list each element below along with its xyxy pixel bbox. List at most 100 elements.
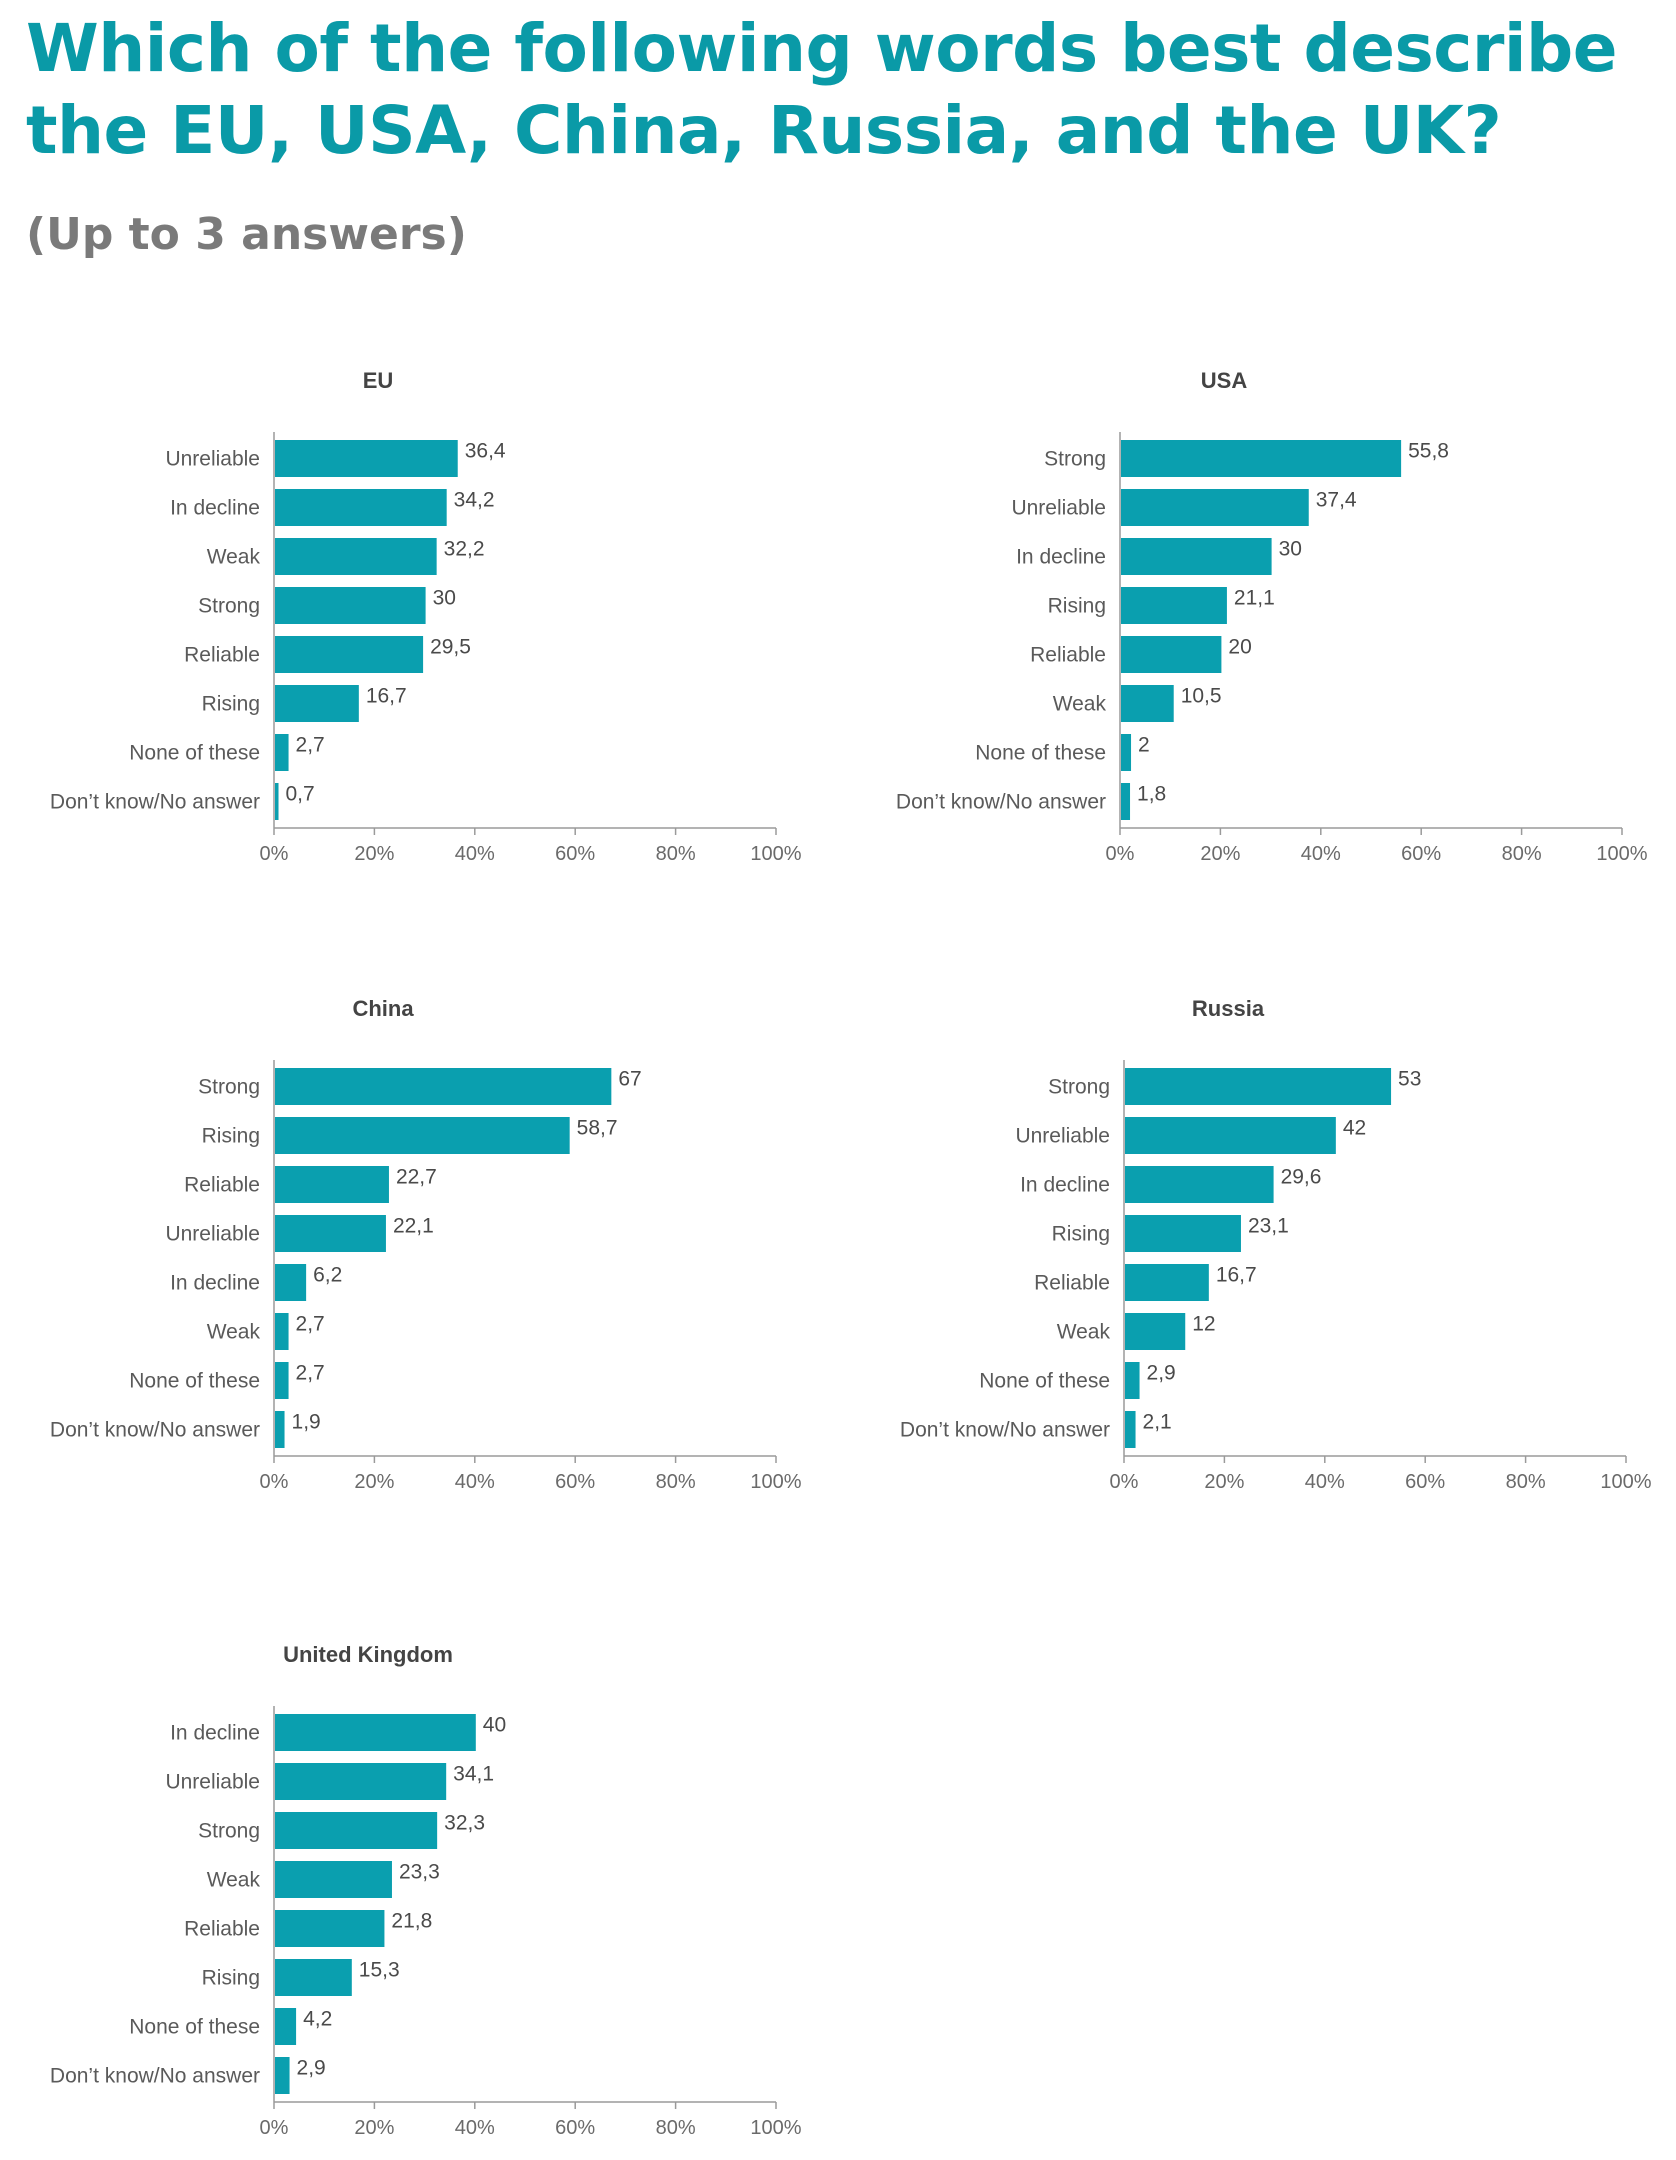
category-label: Weak xyxy=(1053,693,1107,716)
x-tick-label: 40% xyxy=(1301,843,1341,865)
data-label: 22,7 xyxy=(396,1166,437,1189)
bar xyxy=(275,685,359,722)
chart-title: EU xyxy=(363,368,394,393)
category-label: Reliable xyxy=(184,1918,260,1941)
category-label: Weak xyxy=(1057,1321,1111,1344)
data-label: 15,3 xyxy=(359,1959,400,1982)
bar xyxy=(275,1714,476,1751)
category-label: Reliable xyxy=(1030,644,1106,667)
bar xyxy=(275,2008,297,2045)
bar xyxy=(1121,636,1222,673)
chart-title: China xyxy=(352,996,414,1021)
x-tick-label: 40% xyxy=(455,2117,495,2139)
chart-russia: Russia Strong 53 Unreliable 42 In decline 29,6… xyxy=(900,996,1652,1493)
data-label: 22,1 xyxy=(393,1215,434,1238)
category-label: Reliable xyxy=(184,1174,260,1197)
data-label: 1,9 xyxy=(292,1411,321,1434)
category-label: Rising xyxy=(202,1967,260,1990)
category-label: None of these xyxy=(129,742,260,765)
bar xyxy=(1121,734,1132,771)
category-label: In decline xyxy=(170,1272,260,1295)
x-tick-label: 60% xyxy=(1401,843,1441,865)
bar xyxy=(1121,489,1309,526)
bar xyxy=(1125,1215,1241,1252)
x-tick-label: 0% xyxy=(260,2117,289,2139)
category-label: Strong xyxy=(198,595,260,618)
data-label: 0,7 xyxy=(286,783,315,806)
data-label: 16,7 xyxy=(1216,1264,1257,1287)
x-tick-label: 100% xyxy=(1596,843,1647,865)
data-label: 36,4 xyxy=(465,440,506,463)
data-label: 10,5 xyxy=(1181,685,1222,708)
category-label: Don’t know/No answer xyxy=(896,791,1106,814)
x-tick-label: 0% xyxy=(260,843,289,865)
bar xyxy=(275,489,447,526)
chart-title: USA xyxy=(1201,368,1248,393)
category-label: In decline xyxy=(170,497,260,520)
chart-united-kingdom: United Kingdom In decline 40 Unreliable 34,1… xyxy=(50,1642,802,2139)
bar xyxy=(275,587,426,624)
x-tick-label: 40% xyxy=(455,843,495,865)
category-label: Don’t know/No answer xyxy=(50,1419,260,1442)
x-tick-label: 20% xyxy=(1200,843,1240,865)
x-tick-label: 100% xyxy=(750,1471,801,1493)
x-tick-label: 20% xyxy=(1204,1471,1244,1493)
x-tick-label: 80% xyxy=(1506,1471,1546,1493)
category-label: Don’t know/No answer xyxy=(900,1419,1110,1442)
page-subtitle: (Up to 3 answers) xyxy=(26,209,467,260)
category-label: Unreliable xyxy=(165,1223,260,1246)
data-label: 32,2 xyxy=(444,538,485,561)
data-label: 21,1 xyxy=(1234,587,1275,610)
bar xyxy=(1121,538,1272,575)
bar xyxy=(275,1166,389,1203)
page-title: Which of the following words best descri… xyxy=(26,10,1618,169)
data-label: 40 xyxy=(483,1714,506,1737)
category-label: Rising xyxy=(1048,595,1106,618)
chart-title: Russia xyxy=(1192,996,1265,1021)
category-label: Unreliable xyxy=(165,448,260,471)
category-label: None of these xyxy=(979,1370,1110,1393)
category-label: Weak xyxy=(207,1869,261,1892)
bar xyxy=(1125,1362,1140,1399)
bar xyxy=(1125,1313,1186,1350)
category-label: Don’t know/No answer xyxy=(50,791,260,814)
data-label: 20 xyxy=(1228,636,1251,659)
bar xyxy=(275,538,437,575)
x-tick-label: 60% xyxy=(555,2117,595,2139)
data-label: 37,4 xyxy=(1316,489,1357,512)
category-label: Rising xyxy=(202,693,260,716)
bar xyxy=(1121,685,1174,722)
category-label: Rising xyxy=(1052,1223,1110,1246)
data-label: 2,7 xyxy=(296,1362,325,1385)
category-label: Strong xyxy=(1048,1076,1110,1099)
data-label: 58,7 xyxy=(577,1117,618,1140)
data-label: 55,8 xyxy=(1408,440,1449,463)
x-tick-label: 80% xyxy=(656,1471,696,1493)
bar xyxy=(1125,1264,1209,1301)
bar xyxy=(275,1763,447,1800)
bar xyxy=(275,1362,289,1399)
category-label: In decline xyxy=(170,1722,260,1745)
data-label: 2,7 xyxy=(296,1313,325,1336)
x-tick-label: 60% xyxy=(555,843,595,865)
x-tick-label: 20% xyxy=(354,2117,394,2139)
bar xyxy=(275,2057,290,2094)
bar xyxy=(275,1812,438,1849)
data-label: 16,7 xyxy=(366,685,407,708)
chart-china: China Strong 67 Rising 58,7 Reliable 22,7 Unrel… xyxy=(50,996,802,1493)
data-label: 67 xyxy=(618,1068,641,1091)
x-tick-label: 100% xyxy=(1600,1471,1651,1493)
bar xyxy=(275,1910,385,1947)
bar xyxy=(275,1264,307,1301)
data-label: 23,3 xyxy=(399,1861,440,1884)
x-tick-label: 80% xyxy=(1502,843,1542,865)
data-label: 2 xyxy=(1138,734,1150,757)
bar xyxy=(1125,1411,1136,1448)
category-label: Don’t know/No answer xyxy=(50,2065,260,2088)
bar xyxy=(275,1068,612,1105)
category-label: None of these xyxy=(129,1370,260,1393)
chart-eu: EU Unreliable 36,4 In decline 34,2 Weak 32,2 St… xyxy=(50,368,802,865)
data-label: 32,3 xyxy=(444,1812,485,1835)
bar xyxy=(275,734,289,771)
data-label: 29,6 xyxy=(1281,1166,1322,1189)
